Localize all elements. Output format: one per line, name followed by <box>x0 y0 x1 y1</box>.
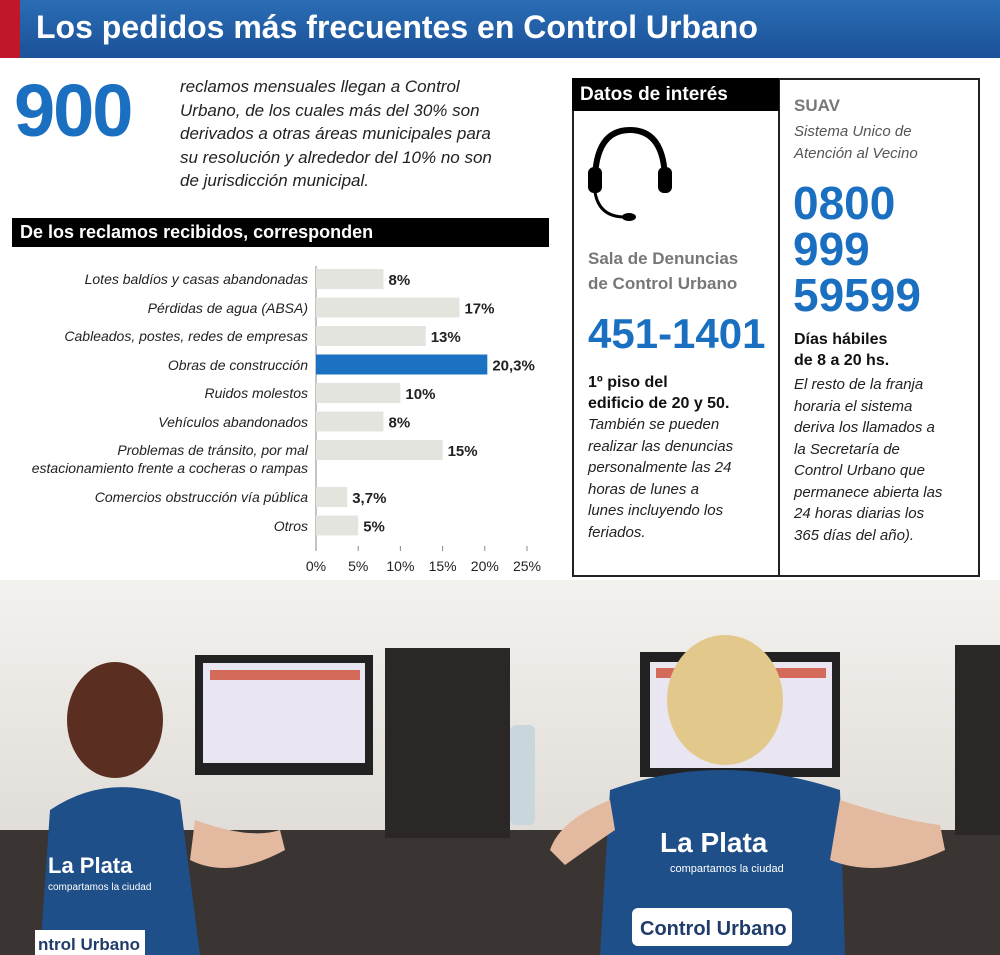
x-tick-label: 0% <box>306 558 326 574</box>
value-label: 8% <box>389 415 411 432</box>
right-service-name: SUAV <box>794 96 840 115</box>
vest-left-text: La Plata <box>48 853 133 878</box>
value-label: 20,3% <box>492 358 535 375</box>
note-line: feriados. <box>588 523 646 541</box>
address-line: 1º piso del <box>588 374 668 391</box>
value-label: 15% <box>448 443 478 460</box>
note-line: deriva los llamados a <box>794 419 935 436</box>
name-line: Sala de Denuncias <box>588 249 739 268</box>
right-subtitle: Sistema Unico de Atención al Vecino <box>794 121 918 165</box>
note-line: 24 horas diarias los <box>794 505 925 522</box>
intro-line: Urbano, de los cuales más del 30% son <box>180 100 480 120</box>
address-line: edificio de 20 y 50. <box>588 395 730 412</box>
bar <box>316 269 384 289</box>
vest-right-text: La Plata <box>660 827 768 858</box>
bar <box>316 297 460 318</box>
info-title-bar <box>572 78 779 111</box>
badge-left: ntrol Urbano <box>38 935 140 954</box>
chart-title: De los reclamos recibidos, corresponden <box>20 222 374 242</box>
big-number: 900 <box>14 69 133 152</box>
intro-text: reclamos mensuales llegan a Control Urban… <box>180 75 492 193</box>
category-label: Pérdidas de agua (ABSA) <box>147 299 308 316</box>
value-label: 17% <box>464 301 494 318</box>
value-label: 5% <box>363 519 385 536</box>
info-title: Datos de interés <box>580 84 728 105</box>
headset-icon <box>588 126 672 221</box>
photo: La Plata compartamos la ciudad La Plata … <box>0 580 1000 955</box>
category-label: Comercios obstrucción vía pública <box>94 489 308 505</box>
x-tick-label: 25% <box>513 558 541 574</box>
phone-line: 999 <box>793 223 870 275</box>
category-label: Ruidos molestos <box>204 385 309 401</box>
info-divider <box>778 78 780 575</box>
bar <box>316 411 384 432</box>
page-title: Los pedidos más frecuentes en Control Ur… <box>36 9 758 45</box>
category-label: Problemas de tránsito, por mal estaciona… <box>31 442 308 476</box>
intro-line: reclamos mensuales llegan a Control <box>180 77 460 96</box>
intro-line: su resolución y alrededor del 10% no son <box>180 147 492 167</box>
note-line: horaria el sistema <box>794 397 913 415</box>
category-label: Cableados, postes, redes de empresas <box>64 328 308 344</box>
x-tick-label: 15% <box>429 558 457 574</box>
vest-left-sub: compartamos la ciudad <box>48 882 151 893</box>
category-label: Lotes baldíos y casas abandonadas <box>84 271 308 287</box>
bar <box>316 326 426 346</box>
note-line: horas de lunes a <box>588 480 699 498</box>
note-line: Control Urbano que <box>794 462 925 479</box>
x-tick-label: 5% <box>348 558 368 574</box>
header-stripe <box>0 0 20 58</box>
bar <box>316 354 488 375</box>
left-service-name: Sala de Denuncias de Control Urbano <box>588 246 738 296</box>
right-hours: Días hábiles de 8 a 20 hs. <box>794 329 889 371</box>
note-line: permanece abierta las <box>794 483 943 501</box>
note-line: lunes incluyendo los <box>588 502 724 519</box>
left-address: 1º piso del edificio de 20 y 50. <box>588 372 729 414</box>
intro-line: derivados a otras áreas municipales para <box>180 124 491 143</box>
name-line: de Control Urbano <box>588 274 738 293</box>
badge-right: Control Urbano <box>640 918 787 940</box>
right-note: El resto de la franja horaria el sistema d… <box>794 374 942 546</box>
note-line: personalmente las 24 <box>588 459 732 476</box>
intro-line: de jurisdicción municipal. <box>180 171 369 190</box>
bar <box>316 440 443 460</box>
phone-line: 59599 <box>793 269 921 321</box>
left-note: También se pueden realizar las denuncias p… <box>588 414 733 543</box>
x-tick-label: 10% <box>386 558 414 574</box>
note-line: El resto de la franja <box>794 376 924 393</box>
subtitle-line: Atención al Vecino <box>794 145 918 162</box>
right-phone: 0800 999 59599 <box>793 180 921 318</box>
note-line: 365 días del año). <box>794 526 915 544</box>
chart-title-bar <box>12 218 549 247</box>
value-label: 3,7% <box>352 490 386 507</box>
x-tick-label: 20% <box>471 558 499 574</box>
bar <box>316 515 359 536</box>
vest-right-sub: compartamos la ciudad <box>670 863 784 875</box>
header-bar <box>0 0 1000 58</box>
left-phone: 451-1401 <box>588 310 766 357</box>
hours-line: Días hábiles <box>794 331 888 348</box>
value-label: 13% <box>431 329 461 346</box>
value-label: 8% <box>389 272 411 289</box>
note-line: realizar las denuncias <box>588 437 734 455</box>
phone-line: 0800 <box>793 177 896 229</box>
category-label: Otros <box>273 517 308 534</box>
category-label: Obras de construcción <box>167 356 308 373</box>
bar <box>316 383 401 403</box>
note-line: la Secretaría de <box>794 440 900 458</box>
bar <box>316 487 348 507</box>
chart: 0% 5% 10% 15% 20% 25% 8% 17%13% 20,3% 10% 8% 15% 3,7… <box>306 266 541 574</box>
category-label: Vehículos abandonados <box>158 413 308 430</box>
note-line: También se pueden <box>588 416 720 433</box>
subtitle-line: Sistema Unico de <box>794 123 912 140</box>
value-label: 10% <box>405 386 435 403</box>
hours-line: de 8 a 20 hs. <box>794 352 890 369</box>
